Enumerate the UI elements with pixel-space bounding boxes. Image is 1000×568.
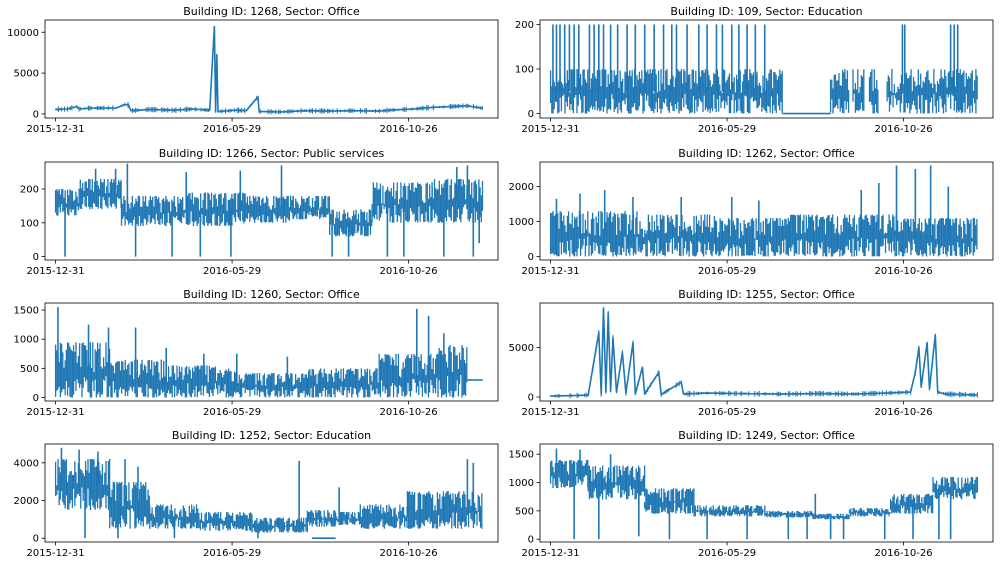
series-line	[55, 25, 483, 113]
subplot-8: Building ID: 1249, Sector: Office 0 500 100…	[509, 429, 994, 559]
axes-frame	[44, 19, 499, 119]
axes-frame	[44, 161, 499, 261]
y-tick-label: 500	[515, 506, 534, 517]
subplot-title: Building ID: 1262, Sector: Office	[678, 147, 855, 160]
x-tick-label: 2016-10-26	[380, 266, 438, 277]
x-tick-label: 2015-12-31	[27, 548, 85, 559]
subplot-6: Building ID: 1255, Sector: Office 0 5000 20…	[509, 288, 994, 418]
subplot-title: Building ID: 1255, Sector: Office	[678, 288, 855, 301]
y-tick-label: 100	[515, 65, 534, 76]
subplot-3: Building ID: 1266, Sector: Public servic…	[20, 147, 499, 277]
y-tick-label: 0	[528, 109, 534, 120]
y-tick-label: 100	[20, 218, 39, 229]
x-tick-label: 2016-10-26	[875, 548, 933, 559]
axes-frame	[44, 302, 499, 402]
x-tick-label: 2016-10-26	[380, 548, 438, 559]
x-tick-label: 2016-05-29	[698, 266, 756, 277]
y-tick-label: 5000	[14, 69, 39, 80]
y-tick-label: 5000	[509, 343, 534, 354]
x-tick-label: 2016-05-29	[698, 124, 756, 135]
y-tick-label: 1000	[14, 335, 39, 346]
subplot-5: Building ID: 1260, Sector: Office 0 500 100…	[14, 288, 499, 418]
y-tick-label: 2000	[14, 496, 39, 507]
x-tick-label: 2016-10-26	[875, 407, 933, 418]
axes-frame	[44, 443, 499, 543]
y-tick-label: 2000	[509, 182, 534, 193]
subplot-2: Building ID: 109, Sector: Education 0 100 2…	[515, 5, 994, 135]
x-tick-label: 2016-05-29	[203, 548, 261, 559]
x-tick-label: 2016-05-29	[698, 548, 756, 559]
y-tick-label: 0	[528, 252, 534, 263]
x-tick-label: 2016-05-29	[698, 407, 756, 418]
x-tick-label: 2015-12-31	[27, 266, 85, 277]
x-tick-label: 2016-10-26	[875, 266, 933, 277]
plot-area	[550, 307, 978, 399]
y-tick-label: 0	[33, 252, 39, 263]
x-tick-label: 2016-05-29	[203, 266, 261, 277]
y-tick-label: 500	[20, 364, 39, 375]
x-tick-label: 2015-12-31	[27, 124, 85, 135]
x-tick-label: 2016-05-29	[203, 124, 261, 135]
plot-area	[549, 165, 978, 257]
plot-area	[55, 25, 483, 115]
y-tick-label: 0	[528, 393, 534, 404]
plot-area	[54, 447, 483, 540]
axes-frame	[539, 443, 994, 543]
x-tick-label: 2016-10-26	[380, 407, 438, 418]
subplot-title: Building ID: 1268, Sector: Office	[183, 5, 360, 18]
subplot-title: Building ID: 1252, Sector: Education	[172, 429, 371, 442]
y-tick-label: 0	[33, 109, 39, 120]
plot-area	[549, 448, 979, 540]
subplot-title: Building ID: 1249, Sector: Office	[678, 429, 855, 442]
x-tick-label: 2015-12-31	[522, 266, 580, 277]
y-tick-label: 1000	[509, 478, 534, 489]
subplot-7: Building ID: 1252, Sector: Education 0 200…	[14, 429, 499, 559]
x-tick-label: 2015-12-31	[27, 407, 85, 418]
y-tick-label: 1500	[509, 450, 534, 461]
subplot-title: Building ID: 1260, Sector: Office	[183, 288, 360, 301]
x-tick-label: 2016-10-26	[875, 124, 933, 135]
y-tick-label: 0	[33, 534, 39, 545]
x-tick-label: 2015-12-31	[522, 124, 580, 135]
plot-area	[54, 307, 483, 398]
y-tick-label: 200	[515, 20, 534, 31]
y-tick-label: 0	[33, 393, 39, 404]
series-line	[550, 307, 978, 397]
y-tick-label: 1500	[14, 306, 39, 317]
axes-frame	[539, 161, 994, 261]
subplot-1: Building ID: 1268, Sector: Office 0 5000 10…	[7, 5, 499, 135]
subplot-title: Building ID: 1266, Sector: Public servic…	[159, 147, 385, 160]
x-tick-label: 2016-10-26	[380, 124, 438, 135]
y-tick-label: 0	[528, 535, 534, 546]
y-tick-label: 1000	[509, 217, 534, 228]
plot-area	[54, 163, 484, 257]
x-tick-label: 2015-12-31	[522, 548, 580, 559]
x-tick-label: 2016-05-29	[203, 407, 261, 418]
subplot-4: Building ID: 1262, Sector: Office 0 1000 20…	[509, 147, 994, 277]
y-tick-label: 200	[20, 185, 39, 196]
y-tick-label: 10000	[7, 28, 39, 39]
y-tick-label: 4000	[14, 458, 39, 469]
axes-frame	[539, 302, 994, 402]
subplot-title: Building ID: 109, Sector: Education	[670, 5, 862, 18]
x-tick-label: 2015-12-31	[522, 407, 580, 418]
plot-area	[549, 24, 978, 115]
